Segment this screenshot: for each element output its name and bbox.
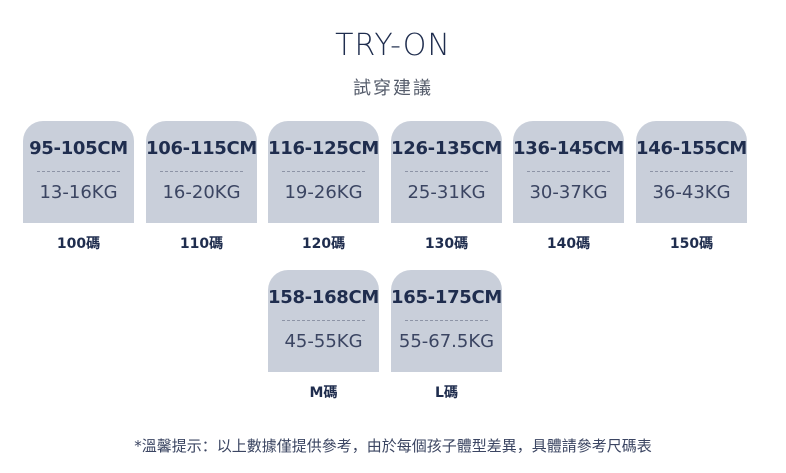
size-card: 136-145CM 30-37KG [513,121,624,223]
size-card: 95-105CM 13-16KG [23,121,134,223]
size-card: 165-175CM 55-67.5KG [391,270,502,372]
divider [405,320,488,321]
size-label: 120碼 [301,236,346,252]
page-title: TRY-ON [335,28,451,63]
divider [37,171,120,172]
note-text: *溫馨提示：以上數據僅提供參考，由於每個孩子體型差異，具體請參考尺碼表 [134,437,652,455]
page-subtitle: 試穿建議 [353,78,433,99]
weight-range: 25-31KG [407,182,486,203]
height-range: 126-135CM [391,138,503,159]
size-label: 140碼 [546,236,591,252]
weight-range: 30-37KG [529,182,608,203]
size-card: 126-135CM 25-31KG [391,121,502,223]
height-range: 146-155CM [636,138,748,159]
size-label: L碼 [435,385,458,401]
height-range: 116-125CM [268,138,380,159]
weight-range: 55-67.5KG [398,331,495,352]
size-label: 110碼 [179,236,224,252]
divider [282,171,365,172]
divider [650,171,733,172]
size-card: 146-155CM 36-43KG [636,121,747,223]
weight-range: 16-20KG [162,182,241,203]
size-label: 100碼 [56,236,101,252]
divider [405,171,488,172]
size-label: 130碼 [424,236,469,252]
divider [282,320,365,321]
size-label: M碼 [309,385,338,401]
weight-range: 36-43KG [652,182,731,203]
size-card: 158-168CM 45-55KG [268,270,379,372]
height-range: 95-105CM [29,138,128,159]
height-range: 136-145CM [513,138,625,159]
height-range: 106-115CM [146,138,258,159]
height-range: 158-168CM [268,287,380,308]
weight-range: 45-55KG [284,331,363,352]
size-card: 106-115CM 16-20KG [146,121,257,223]
divider [160,171,243,172]
size-label: 150碼 [669,236,714,252]
weight-range: 13-16KG [39,182,118,203]
height-range: 165-175CM [391,287,503,308]
weight-range: 19-26KG [284,182,363,203]
divider [527,171,610,172]
size-card: 116-125CM 19-26KG [268,121,379,223]
